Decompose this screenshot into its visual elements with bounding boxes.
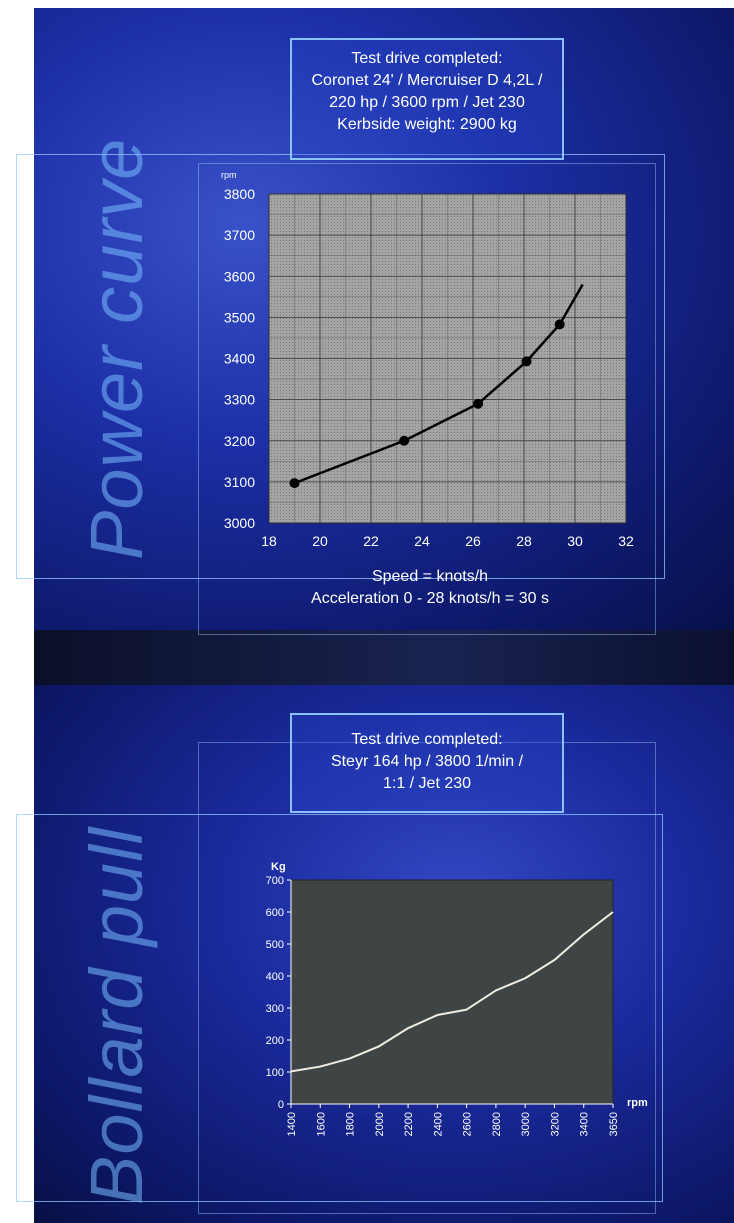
- power-curve-inner-outline: [198, 163, 656, 635]
- y-tick-label: 100: [266, 1067, 284, 1079]
- data-point: [521, 356, 532, 367]
- panel-divider: [0, 630, 734, 685]
- x-tick-label: 2800: [491, 1112, 503, 1136]
- x-tick-label: 20: [312, 533, 328, 549]
- y-tick-label: 400: [266, 971, 284, 983]
- x-tick-label: 32: [618, 533, 634, 549]
- y-tick-label: 500: [266, 939, 284, 951]
- bollard-pull-info-box: Test drive completed: Steyr 164 hp / 380…: [290, 713, 564, 813]
- x-tick-label: 18: [261, 533, 277, 549]
- info-line: Test drive completed:: [351, 731, 503, 748]
- x-tick-label: 3200: [549, 1112, 561, 1136]
- x-tick-label: 28: [516, 533, 532, 549]
- x-tick-label: 3650: [608, 1112, 620, 1136]
- y-axis-label: rpm: [221, 170, 237, 180]
- y-tick-label: 700: [266, 875, 284, 887]
- bollard-pull-inner-outline: [198, 742, 656, 1214]
- y-tick-label: 300: [266, 1003, 284, 1015]
- x-tick-label: 3000: [520, 1112, 532, 1136]
- y-tick-label: 0: [278, 1099, 284, 1111]
- power-curve-outline: [16, 154, 665, 579]
- y-tick-label: 3600: [224, 268, 255, 284]
- y-tick-label: 200: [266, 1035, 284, 1047]
- x-tick-label: 2200: [403, 1112, 415, 1136]
- data-point: [289, 478, 300, 489]
- data-point: [399, 435, 410, 446]
- info-line: Kerbside weight: 2900 kg: [337, 116, 517, 133]
- y-tick-label: 3400: [224, 351, 255, 367]
- data-point: [554, 319, 565, 330]
- caption-line: Acceleration 0 - 28 knots/h = 30 s: [311, 590, 549, 607]
- x-tick-label: 24: [414, 533, 430, 549]
- x-axis-label: rpm: [627, 1097, 648, 1109]
- x-tick-label: 1400: [286, 1112, 298, 1136]
- y-tick-label: 3300: [224, 392, 255, 408]
- left-margin: [0, 685, 34, 1223]
- data-point: [473, 398, 484, 409]
- y-tick-label: 3200: [224, 433, 255, 449]
- x-tick-label: 2600: [462, 1112, 474, 1136]
- x-tick-label: 2400: [432, 1112, 444, 1136]
- y-axis-label: Kg: [271, 861, 286, 873]
- series-line: [290, 911, 614, 1073]
- x-tick-label: 1600: [315, 1112, 327, 1136]
- plot-area: [290, 879, 614, 1105]
- bollard-pull-chart: 0 100 200 300 400 500 600 700 1400 1600 1800 2000 22…: [266, 861, 648, 1136]
- y-tick-label: 600: [266, 907, 284, 919]
- x-tick-label: 3400: [579, 1112, 591, 1136]
- bollard-pull-outline: [16, 814, 663, 1202]
- y-tick-label: 3800: [224, 186, 255, 202]
- info-line: Coronet 24' / Mercruiser D 4,2L /: [311, 72, 543, 89]
- x-tick-label: 26: [465, 533, 481, 549]
- power-curve-info-box: Test drive completed: Coronet 24' / Merc…: [290, 38, 564, 160]
- y-tick-label: 3700: [224, 227, 255, 243]
- power-curve-vertical-title: Power curve: [75, 137, 158, 560]
- info-line: 220 hp / 3600 rpm / Jet 230: [329, 94, 525, 111]
- caption-line: Speed = knots/h: [371, 568, 489, 585]
- x-tick-label: 2000: [374, 1112, 386, 1136]
- power-curve-chart: 3000 3100 3200 3300 3400 3500 3600 3700 3800 18 20…: [221, 170, 634, 549]
- info-line: 1:1 / Jet 230: [382, 775, 472, 792]
- info-line: Test drive completed:: [351, 50, 503, 67]
- x-tick-label: 1800: [345, 1112, 357, 1136]
- info-line: Steyr 164 hp / 3800 1/min /: [330, 753, 524, 770]
- x-tick-label: 30: [567, 533, 583, 549]
- series-line: [294, 283, 584, 485]
- bollard-pull-vertical-title: Bollard pull: [75, 826, 158, 1205]
- power-curve-caption: Speed = knots/h Acceleration 0 - 28 knot…: [290, 566, 570, 610]
- y-tick-label: 3100: [224, 474, 255, 490]
- y-tick-label: 3500: [224, 309, 255, 325]
- x-tick-label: 22: [363, 533, 379, 549]
- y-tick-label: 3000: [224, 515, 255, 531]
